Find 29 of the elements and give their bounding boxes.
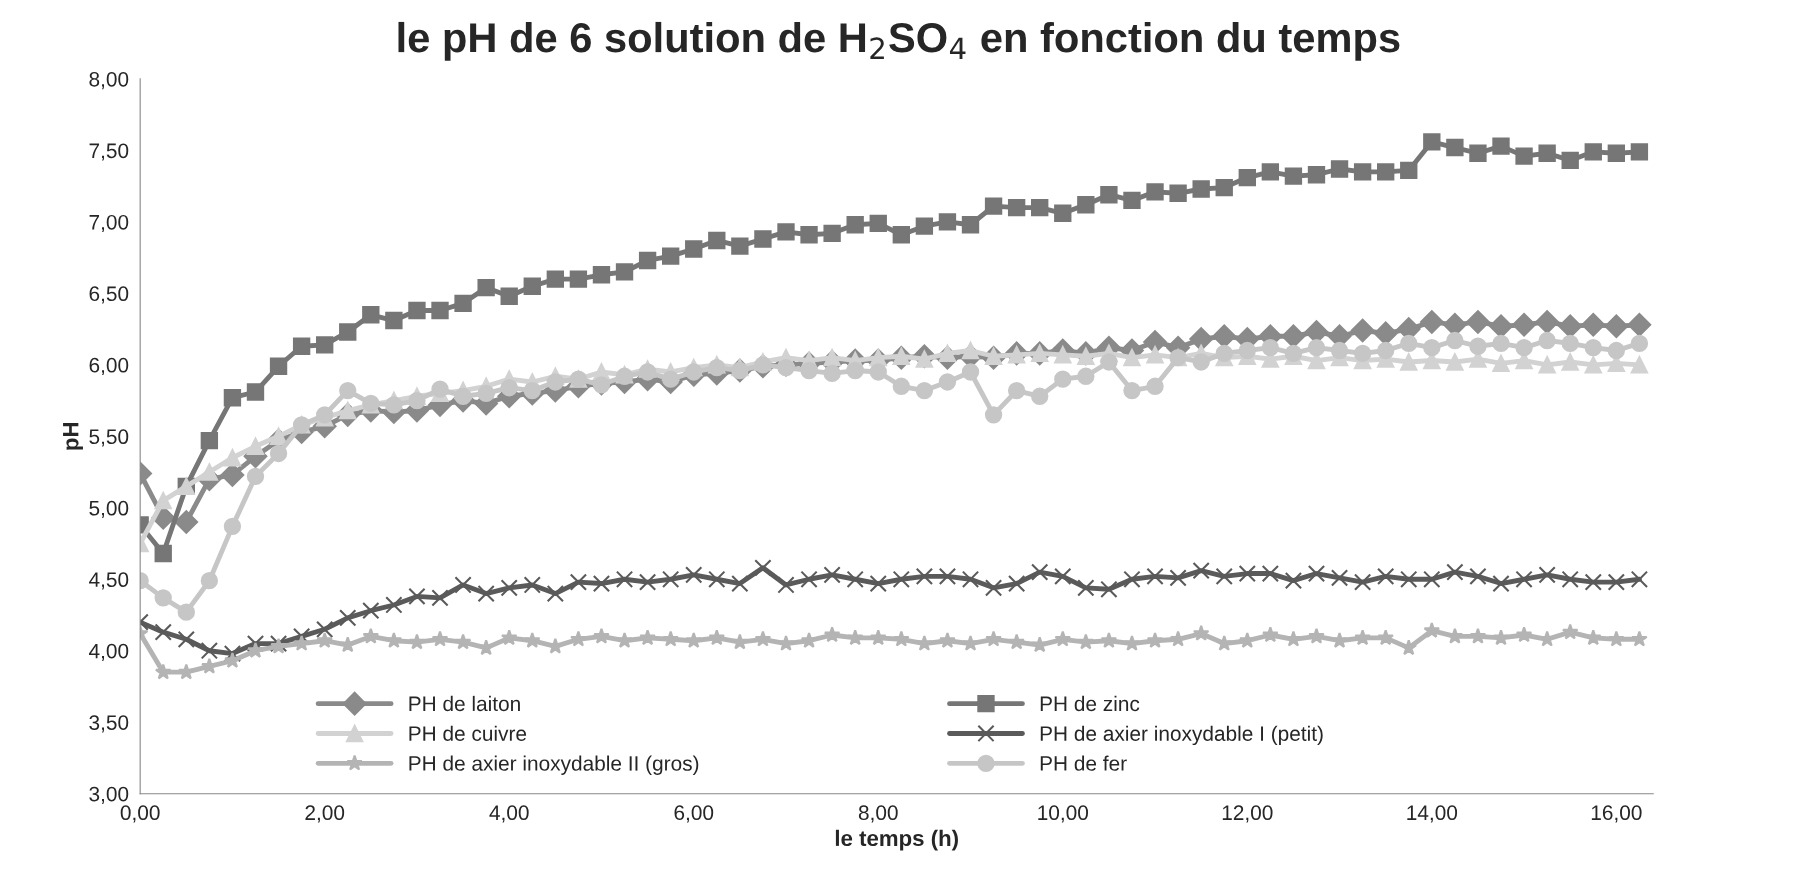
x-tick-label: 2,00 <box>305 805 345 823</box>
x-tick-label: 8,00 <box>858 805 898 823</box>
legend-label: PH de zinc <box>1040 695 1140 712</box>
y-tick-label: 8,00 <box>89 71 129 90</box>
y-tick-label: 3,00 <box>89 786 129 804</box>
y-tick-label: 7,00 <box>89 214 129 233</box>
chart-title: le pH de 6 solution de H$_{2}$SO$_{4}$ en fonction du temps <box>398 21 1400 61</box>
x-tick-label: 6,00 <box>674 805 714 823</box>
y-tick-label: 7,50 <box>89 143 129 161</box>
y-tick-label: 5,00 <box>89 500 129 518</box>
x-tick-label: 4,00 <box>489 805 529 823</box>
legend-label: PH de cuivre <box>409 725 527 741</box>
y-tick-label: 3,50 <box>89 715 129 733</box>
y-tick-label: 5,50 <box>89 429 129 447</box>
x-axis-title: le temps (h) <box>835 829 958 851</box>
legend-label: PH de axier inoxydable II (gros) <box>409 755 699 775</box>
legend-label: PH de fer <box>1040 755 1127 771</box>
x-tick-label: 16,00 <box>1591 805 1642 823</box>
legend-label: PH de laiton <box>409 695 520 712</box>
x-tick-label: 14,00 <box>1407 805 1458 823</box>
x-tick-label: 0,00 <box>120 805 160 823</box>
y-tick-label: 4,50 <box>88 572 129 590</box>
y-tick-label: 6,00 <box>89 357 129 376</box>
y-axis-title: pH <box>63 422 83 450</box>
legend-label: PH de axier inoxydable I (petit) <box>1040 725 1323 746</box>
y-tick-label: 4,00 <box>88 643 129 661</box>
x-tick-label: 10,00 <box>1038 805 1089 823</box>
x-tick-label: 12,00 <box>1222 805 1273 823</box>
y-tick-label: 6,50 <box>89 286 129 304</box>
